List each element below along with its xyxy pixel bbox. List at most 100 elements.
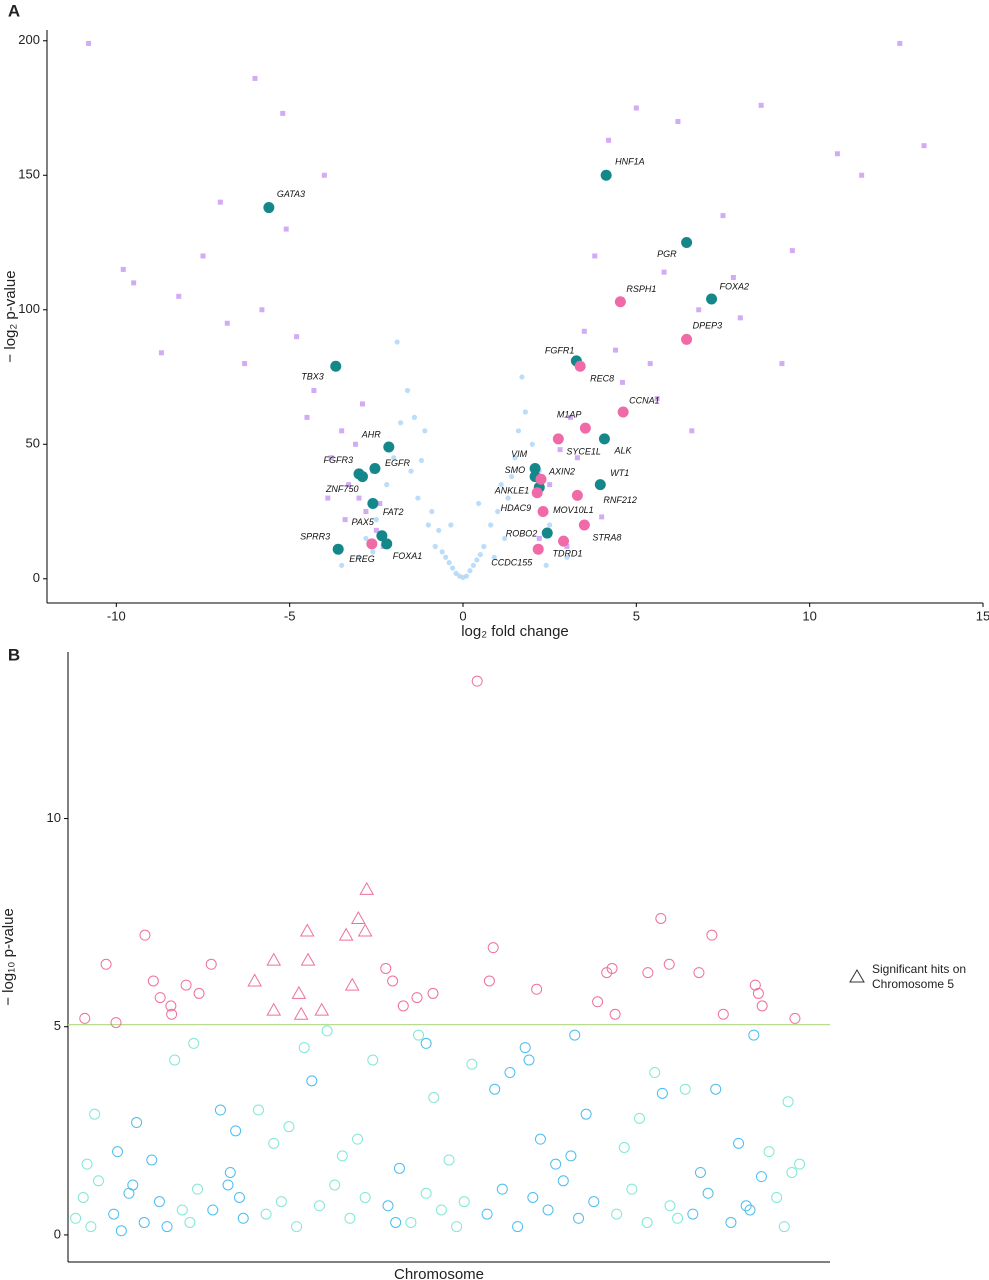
point — [655, 912, 667, 924]
point — [377, 500, 383, 506]
gene-label: EGFR — [385, 458, 411, 468]
point — [656, 1087, 668, 1099]
point — [477, 551, 483, 558]
point — [498, 482, 504, 488]
point — [450, 565, 456, 571]
point — [502, 535, 508, 542]
point — [304, 414, 310, 420]
panel-label: B — [8, 645, 20, 664]
point — [205, 958, 217, 970]
point — [748, 1029, 760, 1041]
point — [252, 75, 258, 81]
x-tick-label: -10 — [107, 608, 126, 623]
point — [397, 1000, 409, 1012]
point — [527, 1191, 539, 1203]
point — [418, 457, 424, 464]
point — [496, 1183, 508, 1195]
point — [897, 40, 903, 46]
point — [574, 455, 580, 461]
highlight-point — [617, 406, 629, 418]
gene-label: DPEP3 — [693, 321, 723, 331]
point — [339, 562, 345, 568]
point — [363, 535, 369, 542]
gene-label: FGFR3 — [323, 455, 353, 465]
point — [411, 414, 418, 420]
x-axis-title: log₂ fold change — [461, 623, 569, 640]
point — [720, 213, 726, 219]
point — [606, 962, 618, 974]
point — [740, 1200, 752, 1212]
point — [443, 554, 449, 560]
point — [489, 1083, 501, 1095]
point — [488, 522, 494, 528]
point — [81, 1158, 93, 1170]
point — [647, 361, 653, 367]
point — [664, 1200, 676, 1212]
highlight-point — [594, 479, 606, 491]
point — [763, 1146, 775, 1158]
point — [427, 987, 439, 999]
point — [280, 110, 286, 116]
point — [373, 527, 379, 533]
point — [467, 568, 473, 574]
point — [592, 996, 604, 1008]
point — [606, 137, 612, 143]
point — [230, 1125, 242, 1137]
gene-label: WT1 — [610, 468, 629, 478]
gene-label: MOV10L1 — [553, 505, 594, 515]
point — [786, 1166, 798, 1178]
point — [352, 1133, 364, 1145]
point — [346, 482, 352, 488]
point — [755, 1171, 767, 1183]
point — [373, 517, 379, 523]
point — [207, 1204, 219, 1216]
gene-label: M1AP — [557, 410, 582, 420]
point — [451, 1221, 463, 1233]
point — [694, 1166, 706, 1178]
point — [432, 543, 438, 550]
point — [471, 675, 483, 687]
x-axis-title: Chromosome — [394, 1266, 484, 1280]
point — [588, 1196, 600, 1208]
point — [634, 1112, 645, 1124]
point — [294, 334, 300, 340]
point — [689, 428, 695, 434]
point — [165, 1000, 177, 1012]
highlight-point — [600, 169, 612, 181]
y-tick-label: 0 — [33, 570, 40, 585]
point — [611, 1208, 623, 1220]
point — [463, 573, 470, 579]
point — [188, 1037, 200, 1049]
point — [283, 1121, 295, 1133]
triangle-point — [299, 923, 315, 937]
point — [110, 1017, 122, 1029]
point — [275, 1196, 287, 1208]
point — [564, 554, 570, 560]
point — [522, 409, 529, 415]
point — [661, 269, 667, 275]
point — [529, 441, 535, 447]
point — [706, 929, 718, 941]
point — [756, 1000, 768, 1012]
point — [543, 562, 549, 568]
point — [515, 428, 522, 434]
highlight-point — [532, 543, 544, 555]
legend-label: Significant hits on Chromosome 5 — [872, 962, 967, 991]
point — [115, 1225, 127, 1237]
point — [77, 1191, 89, 1203]
point — [408, 468, 414, 474]
point — [679, 1083, 691, 1095]
point — [580, 1108, 592, 1120]
point — [693, 967, 705, 979]
point — [789, 248, 795, 254]
point — [127, 1179, 139, 1191]
highlight-point — [383, 441, 395, 453]
point — [387, 975, 399, 987]
gene-label: PGR — [657, 249, 677, 259]
point — [112, 1146, 124, 1158]
point — [70, 1212, 82, 1224]
gene-label: EREG — [349, 554, 375, 564]
point — [599, 514, 605, 520]
point — [120, 266, 126, 272]
highlight-point — [571, 489, 583, 501]
